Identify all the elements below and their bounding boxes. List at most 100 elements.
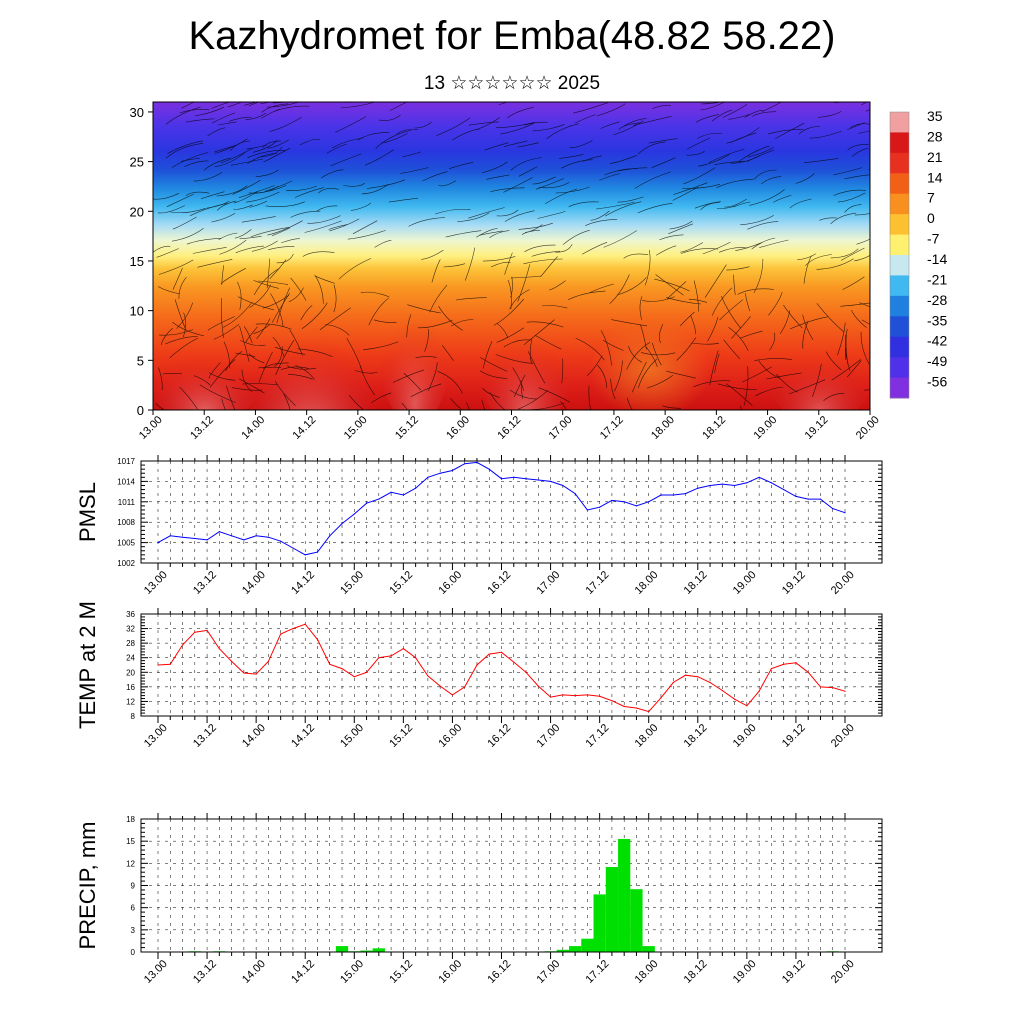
colorbar-label: -28 bbox=[927, 292, 947, 308]
streamline bbox=[435, 208, 471, 215]
colorbar-swatch bbox=[890, 173, 909, 195]
streamline bbox=[220, 147, 253, 164]
streamline bbox=[534, 335, 562, 350]
streamline bbox=[789, 316, 828, 330]
streamline bbox=[812, 363, 822, 398]
streamline bbox=[484, 142, 509, 151]
streamline bbox=[645, 250, 651, 286]
colorbar-label: -42 bbox=[927, 333, 947, 349]
streamline bbox=[302, 251, 335, 257]
streamline bbox=[695, 114, 719, 123]
streamline bbox=[744, 109, 764, 119]
streamline bbox=[753, 169, 777, 180]
streamline bbox=[253, 280, 279, 289]
data-point bbox=[255, 673, 257, 675]
data-point bbox=[574, 695, 576, 697]
heatmap-field bbox=[153, 102, 870, 410]
data-point bbox=[770, 482, 772, 484]
data-point bbox=[721, 483, 723, 485]
streamline bbox=[360, 291, 390, 298]
streamline bbox=[496, 209, 519, 217]
x-tick-label: 14.12 bbox=[291, 414, 319, 442]
streamline bbox=[775, 374, 798, 393]
streamline bbox=[350, 202, 372, 211]
streamline bbox=[157, 205, 185, 214]
data-point bbox=[832, 508, 834, 510]
streamline bbox=[235, 245, 264, 254]
streamline bbox=[262, 140, 282, 148]
streamline bbox=[597, 364, 608, 388]
streamline bbox=[603, 230, 637, 248]
streamline bbox=[258, 280, 289, 285]
streamline bbox=[207, 316, 235, 331]
streamline bbox=[290, 210, 321, 218]
streamline bbox=[268, 246, 295, 250]
streamline bbox=[388, 197, 419, 203]
streamline bbox=[211, 213, 236, 223]
colorbar-swatch bbox=[890, 357, 909, 379]
streamline bbox=[648, 138, 678, 144]
data-point bbox=[758, 690, 760, 692]
streamline bbox=[482, 340, 493, 369]
streamline bbox=[651, 157, 676, 168]
streamline bbox=[273, 105, 310, 112]
data-point bbox=[697, 676, 699, 678]
y-tick-label: 15 bbox=[126, 837, 135, 846]
streamline bbox=[638, 141, 666, 155]
streamline bbox=[768, 129, 804, 135]
data-point bbox=[758, 476, 760, 478]
data-point bbox=[599, 695, 601, 697]
streamline bbox=[758, 359, 781, 379]
data-point bbox=[832, 686, 834, 689]
x-tick-label: 20.00 bbox=[854, 414, 882, 442]
streamline bbox=[732, 201, 751, 208]
streamline bbox=[438, 180, 456, 187]
streamline bbox=[290, 277, 307, 301]
y-tick-label: 1005 bbox=[117, 539, 135, 548]
streamline bbox=[656, 245, 677, 256]
data-point bbox=[562, 694, 564, 696]
data-point bbox=[329, 535, 331, 537]
streamline bbox=[164, 336, 198, 345]
data-point bbox=[439, 472, 441, 474]
streamline bbox=[617, 196, 644, 203]
precip-bar bbox=[372, 948, 385, 952]
series-line bbox=[157, 461, 846, 556]
streamline bbox=[193, 172, 223, 182]
streamline bbox=[265, 180, 293, 192]
streamline bbox=[172, 267, 183, 290]
streamline bbox=[180, 157, 200, 162]
data-point bbox=[500, 478, 503, 480]
streamline bbox=[345, 102, 348, 103]
streamline bbox=[766, 372, 802, 380]
streamline bbox=[375, 129, 411, 149]
streamline bbox=[739, 330, 763, 339]
streamline bbox=[241, 216, 276, 223]
streamline bbox=[837, 192, 866, 203]
colorbar-label: 35 bbox=[927, 108, 943, 124]
colorbar-swatch bbox=[890, 255, 909, 276]
streamline bbox=[496, 327, 525, 343]
data-point bbox=[267, 660, 270, 662]
streamline bbox=[436, 117, 471, 136]
data-point bbox=[599, 506, 601, 508]
streamline bbox=[178, 277, 187, 299]
streamline bbox=[429, 284, 448, 313]
streamline bbox=[740, 215, 774, 226]
streamline bbox=[181, 102, 195, 109]
streamline bbox=[652, 342, 662, 366]
streamline bbox=[456, 297, 487, 301]
streamline bbox=[374, 239, 392, 248]
streamline bbox=[214, 151, 246, 168]
data-point bbox=[243, 672, 245, 674]
data-point bbox=[378, 498, 380, 500]
data-point bbox=[562, 484, 564, 487]
data-point bbox=[390, 491, 392, 493]
streamline bbox=[802, 314, 814, 340]
streamline bbox=[330, 153, 362, 167]
streamline bbox=[610, 154, 638, 164]
streamline bbox=[691, 342, 720, 345]
y-tick-label: 20 bbox=[130, 204, 144, 219]
data-point bbox=[635, 505, 638, 507]
streamline bbox=[602, 340, 624, 351]
